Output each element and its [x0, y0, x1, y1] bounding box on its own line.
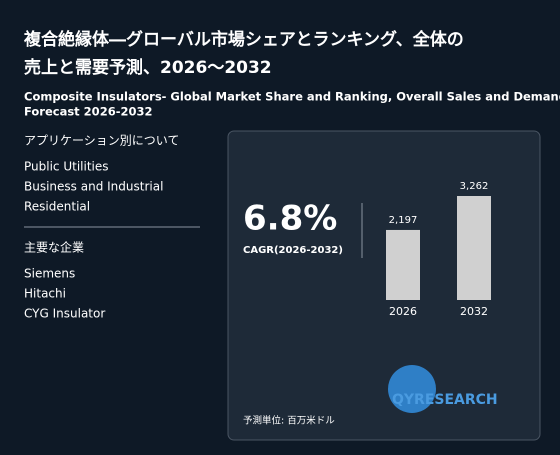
cagr-value: 6.8%: [243, 199, 337, 239]
logo-globe: [388, 365, 436, 413]
subtitle-line: Composite Insulators- Global Market Shar…: [24, 90, 560, 104]
value-label: 2,197: [389, 215, 418, 226]
bar-chart: 2,197 2026 3,262 2032: [386, 181, 491, 318]
unit-note: 予測単位: 百万米ドル: [243, 415, 335, 427]
bar: [386, 229, 420, 300]
title-line: 売上と需要予測、2026～2032: [24, 57, 272, 78]
title-line: 複合絶縁体―グローバル市場シェアとランキング、全体の: [23, 29, 464, 50]
category-label: 2032: [460, 305, 488, 318]
logo: QYRESEARCH: [392, 392, 498, 408]
section-heading: アプリケーション別について: [24, 134, 179, 148]
list-item: Business and Industrial: [24, 180, 163, 194]
list-item: CYG Insulator: [24, 307, 105, 321]
category-label: 2026: [389, 305, 417, 318]
value-label: 3,262: [460, 181, 489, 192]
bar: [457, 196, 491, 300]
list-item: Residential: [24, 200, 90, 214]
list-item: Public Utilities: [24, 160, 109, 174]
cagr-label: CAGR(2026-2032): [243, 245, 343, 256]
subtitle-line: Forecast 2026-2032: [24, 105, 152, 119]
section-heading: 主要な企業: [24, 240, 84, 255]
list-item: Hitachi: [24, 287, 66, 301]
list-item: Siemens: [24, 267, 75, 281]
